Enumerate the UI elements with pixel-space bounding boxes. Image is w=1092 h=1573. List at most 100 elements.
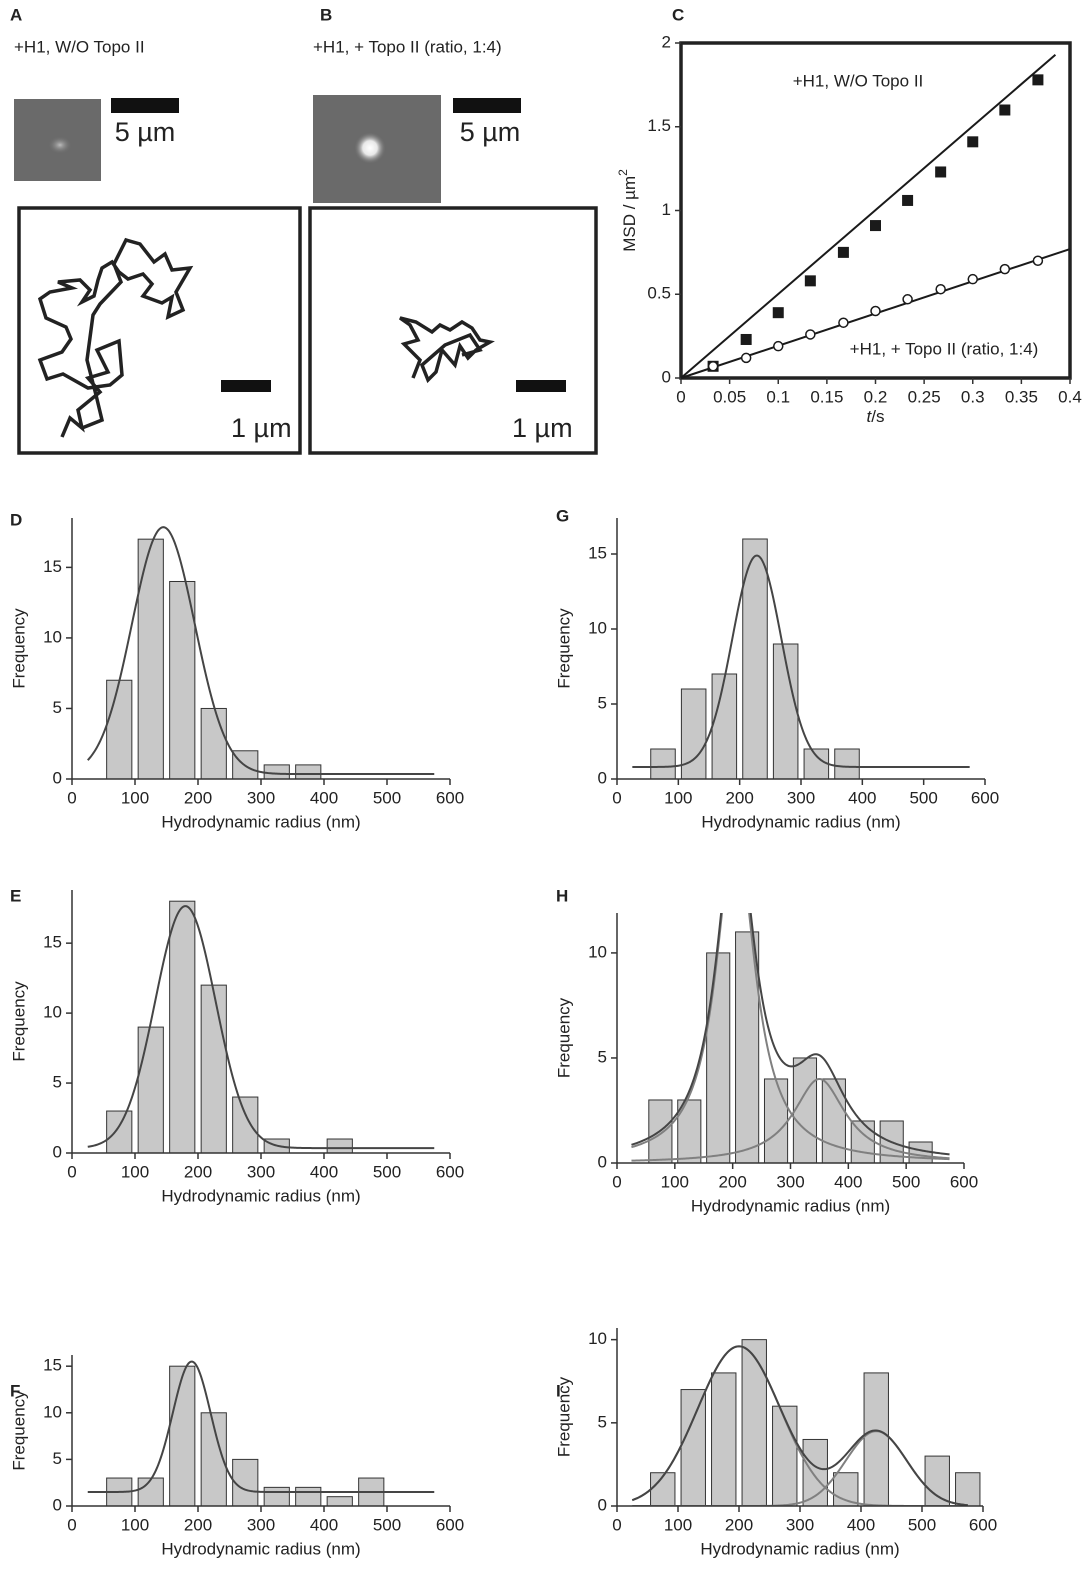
y-tick-label: 10 bbox=[588, 942, 607, 961]
y-tick-label: 5 bbox=[53, 1073, 62, 1092]
point bbox=[740, 333, 752, 345]
bar bbox=[326, 1138, 353, 1154]
x-tick-label: 500 bbox=[909, 788, 937, 807]
point bbox=[967, 273, 978, 285]
particle bbox=[354, 132, 386, 164]
fit-curve bbox=[631, 913, 950, 1161]
y-tick-label: 0 bbox=[662, 367, 671, 386]
bar bbox=[680, 688, 707, 780]
x-tick-label: 300 bbox=[786, 1515, 814, 1534]
panel-label: D bbox=[10, 510, 22, 529]
bar bbox=[955, 1472, 981, 1507]
fit-curve bbox=[87, 905, 435, 1150]
panel-label: F bbox=[10, 1381, 20, 1400]
x-tick-label: 200 bbox=[725, 788, 753, 807]
x-tick-label: 0 bbox=[612, 1172, 621, 1191]
x-axis-label-var: t bbox=[867, 407, 873, 426]
point bbox=[838, 317, 849, 328]
x-tick-label: 600 bbox=[969, 1515, 997, 1534]
x-tick-label: 0 bbox=[67, 788, 76, 807]
y-tick-label: 10 bbox=[588, 1329, 607, 1348]
caption: +H1, W/O Topo II bbox=[14, 37, 145, 56]
x-tick-label: 600 bbox=[436, 1162, 464, 1181]
bar bbox=[863, 1372, 889, 1507]
x-tick-label: 0.2 bbox=[864, 387, 888, 406]
bar bbox=[650, 748, 676, 780]
track-frame bbox=[308, 206, 598, 455]
x-tick-label: 0 bbox=[676, 387, 685, 406]
panel-label: I bbox=[556, 1381, 561, 1400]
y-tick-label: 0 bbox=[53, 1142, 62, 1161]
fit-curve bbox=[631, 913, 950, 1156]
x-tick-label: 300 bbox=[247, 1162, 275, 1181]
x-tick-label: 0 bbox=[612, 1515, 621, 1534]
point bbox=[999, 263, 1011, 275]
bar bbox=[742, 538, 768, 780]
x-tick-label: 600 bbox=[436, 1515, 464, 1534]
y-tick-label: 15 bbox=[43, 1356, 62, 1375]
panel-label: B bbox=[320, 5, 332, 24]
bar bbox=[326, 1496, 353, 1507]
y-tick-label: 10 bbox=[43, 627, 62, 646]
bar bbox=[706, 952, 731, 1164]
bar bbox=[169, 1365, 196, 1507]
y-tick-label: 5 bbox=[53, 698, 62, 717]
y-axis-label: Frequency bbox=[9, 608, 28, 689]
bar bbox=[106, 679, 133, 780]
bar bbox=[803, 748, 830, 780]
x-tick-label: 0.25 bbox=[908, 387, 941, 406]
annotation: +H1, W/O Topo II bbox=[793, 71, 924, 90]
point bbox=[740, 352, 752, 364]
track-frame bbox=[17, 206, 302, 455]
x-tick-label: 400 bbox=[847, 1515, 875, 1534]
bar bbox=[232, 1096, 259, 1154]
panel-label: C bbox=[672, 5, 684, 24]
x-tick-label: 100 bbox=[664, 788, 692, 807]
bar bbox=[711, 1372, 737, 1507]
fit-curve bbox=[87, 1360, 435, 1494]
point bbox=[870, 220, 881, 232]
scale-bar bbox=[516, 380, 566, 392]
x-tick-label: 100 bbox=[664, 1515, 692, 1534]
panel-label: G bbox=[556, 506, 569, 525]
x-tick-label: 200 bbox=[184, 1162, 212, 1181]
y-axis-label: MSD / µm2 bbox=[616, 169, 639, 252]
x-tick-label: 600 bbox=[950, 1172, 978, 1191]
scale-bar bbox=[111, 98, 179, 113]
panel-label: A bbox=[10, 5, 22, 24]
point bbox=[935, 166, 947, 178]
y-tick-label: 5 bbox=[598, 693, 607, 712]
point bbox=[1032, 255, 1044, 266]
caption: +H1, + Topo II (ratio, 1:4) bbox=[313, 37, 502, 56]
x-tick-label: 0.1 bbox=[766, 387, 790, 406]
x-tick-label: 300 bbox=[776, 1172, 804, 1191]
scale-label: 1 µm bbox=[231, 413, 292, 443]
y-tick-label: 0 bbox=[53, 1495, 62, 1514]
y-tick-label: 0.5 bbox=[647, 284, 671, 303]
x-tick-label: 300 bbox=[787, 788, 815, 807]
particle bbox=[48, 136, 72, 154]
bar bbox=[741, 1339, 767, 1507]
x-axis-label-unit: /s bbox=[871, 407, 884, 426]
x-axis-label: Hydrodynamic radius (nm) bbox=[161, 1539, 360, 1558]
x-tick-label: 500 bbox=[373, 788, 401, 807]
x-tick-label: 0.35 bbox=[1005, 387, 1038, 406]
fit-curve bbox=[632, 554, 970, 768]
y-tick-label: 5 bbox=[598, 1412, 607, 1431]
point bbox=[999, 104, 1011, 116]
bar bbox=[763, 1078, 789, 1164]
x-tick-label: 400 bbox=[848, 788, 876, 807]
y-axis-label-text: MSD / µm bbox=[620, 176, 639, 252]
bar bbox=[169, 580, 196, 780]
bar bbox=[834, 748, 860, 780]
point bbox=[902, 294, 913, 305]
x-tick-label: 0.05 bbox=[713, 387, 746, 406]
annotation: +H1, + Topo II (ratio, 1:4) bbox=[850, 339, 1039, 358]
x-axis-label: Hydrodynamic radius (nm) bbox=[161, 812, 360, 831]
bar bbox=[792, 1057, 818, 1164]
x-tick-label: 500 bbox=[373, 1515, 401, 1534]
y-tick-label: 5 bbox=[598, 1047, 607, 1066]
x-axis-label: Hydrodynamic radius (nm) bbox=[700, 1539, 899, 1558]
bar bbox=[263, 1486, 290, 1507]
